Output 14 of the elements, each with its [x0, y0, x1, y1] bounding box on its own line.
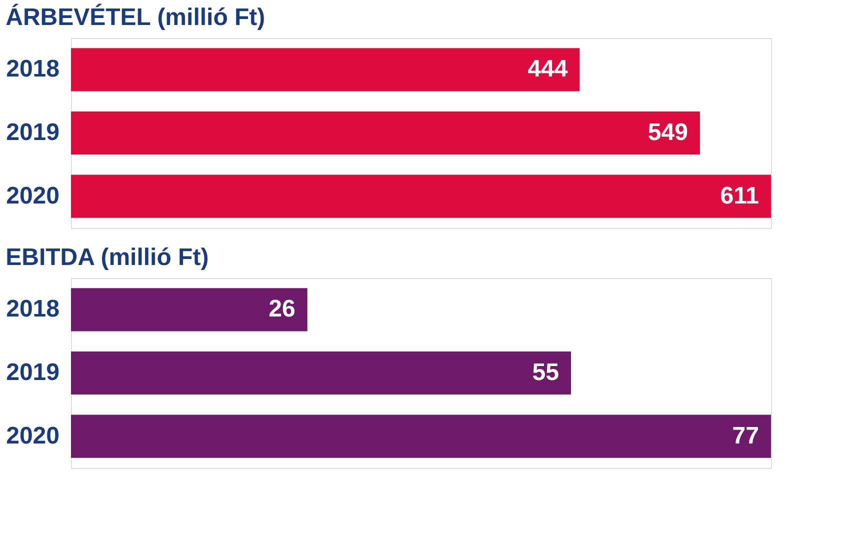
chart-title: ÁRBEVÉTEL (millió Ft): [6, 3, 266, 31]
data-label: 77: [732, 422, 759, 450]
data-label: 26: [268, 296, 296, 323]
y-tick-label: 2018: [6, 296, 60, 323]
y-tick-label: 2020: [6, 182, 60, 210]
y-tick-label: 2019: [6, 119, 60, 146]
y-tick-label: 2018: [6, 56, 60, 83]
data-label: 55: [532, 359, 559, 386]
y-tick-label: 2019: [6, 359, 60, 386]
chart-title: EBITDA (millió Ft): [6, 244, 209, 271]
data-label: 444: [528, 56, 568, 83]
data-label: 611: [720, 182, 759, 210]
y-tick-label: 2020: [6, 422, 60, 450]
data-label: 549: [648, 119, 688, 146]
